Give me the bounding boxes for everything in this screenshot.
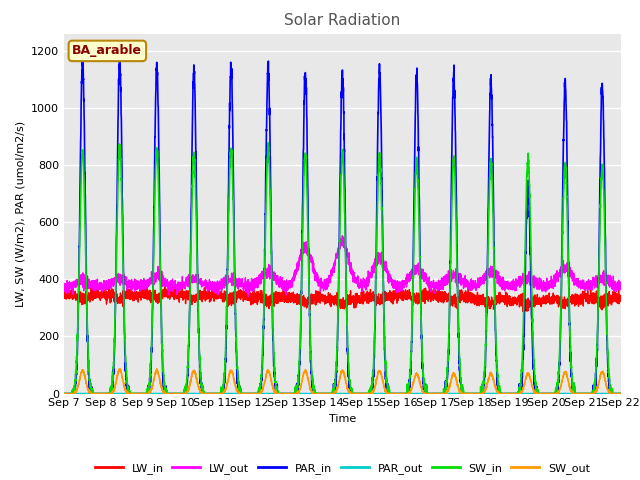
SW_out [436,391,444,396]
Legend: LW_in, LW_out, PAR_in, PAR_out, SW_in, SW_out: LW_in, LW_out, PAR_in, PAR_out, SW_in, S… [90,458,595,478]
Y-axis label: LW, SW (W/m2), PAR (umol/m2/s): LW, SW (W/m2), PAR (umol/m2/s) [15,120,26,307]
PAR_in [116,52,124,58]
SW_in [322,391,330,396]
SW_out [161,390,168,396]
LW_in [141,284,149,290]
PAR_in [161,384,168,390]
PAR_in [467,391,475,396]
Line: SW_in: SW_in [64,143,621,394]
LW_in [616,296,624,302]
Line: SW_out: SW_out [64,369,621,394]
LW_in [322,300,330,305]
LW_in [499,293,507,299]
LW_out [499,274,507,280]
LW_out [60,283,68,288]
SW_in [467,391,475,396]
LW_out [160,279,168,285]
LW_in [519,309,527,314]
SW_out [616,391,624,396]
SW_in [617,391,625,396]
LW_out [322,287,330,293]
SW_out [499,391,507,396]
LW_in [467,300,475,306]
SW_in [616,391,624,396]
PAR_in [60,391,68,396]
SW_in [60,391,68,396]
PAR_out [60,391,68,396]
PAR_out [160,391,168,396]
Line: LW_out: LW_out [64,236,621,296]
LW_out [244,293,252,299]
LW_out [616,280,624,286]
LW_out [339,233,346,239]
SW_in [499,391,507,396]
PAR_in [617,391,625,396]
SW_in [264,140,272,146]
PAR_out [322,391,330,396]
SW_in [160,378,168,384]
LW_in [60,290,68,296]
PAR_out [499,391,506,396]
PAR_out [616,391,624,396]
Title: Solar Radiation: Solar Radiation [284,13,401,28]
SW_out [153,366,161,372]
SW_out [60,391,68,396]
X-axis label: Time: Time [329,414,356,424]
LW_out [436,284,444,290]
Line: PAR_in: PAR_in [64,55,621,394]
Text: BA_arable: BA_arable [72,44,142,58]
PAR_in [322,391,330,396]
LW_in [617,294,625,300]
PAR_in [499,391,507,396]
LW_out [468,276,476,282]
LW_in [161,291,168,297]
SW_out [467,391,475,396]
Line: LW_in: LW_in [64,287,621,312]
SW_out [617,391,625,396]
PAR_out [617,391,625,396]
SW_out [322,391,330,396]
PAR_in [436,391,444,396]
LW_in [436,294,444,300]
SW_in [436,391,444,396]
PAR_out [467,391,475,396]
PAR_out [436,391,444,396]
LW_out [617,286,625,291]
PAR_in [616,391,624,396]
